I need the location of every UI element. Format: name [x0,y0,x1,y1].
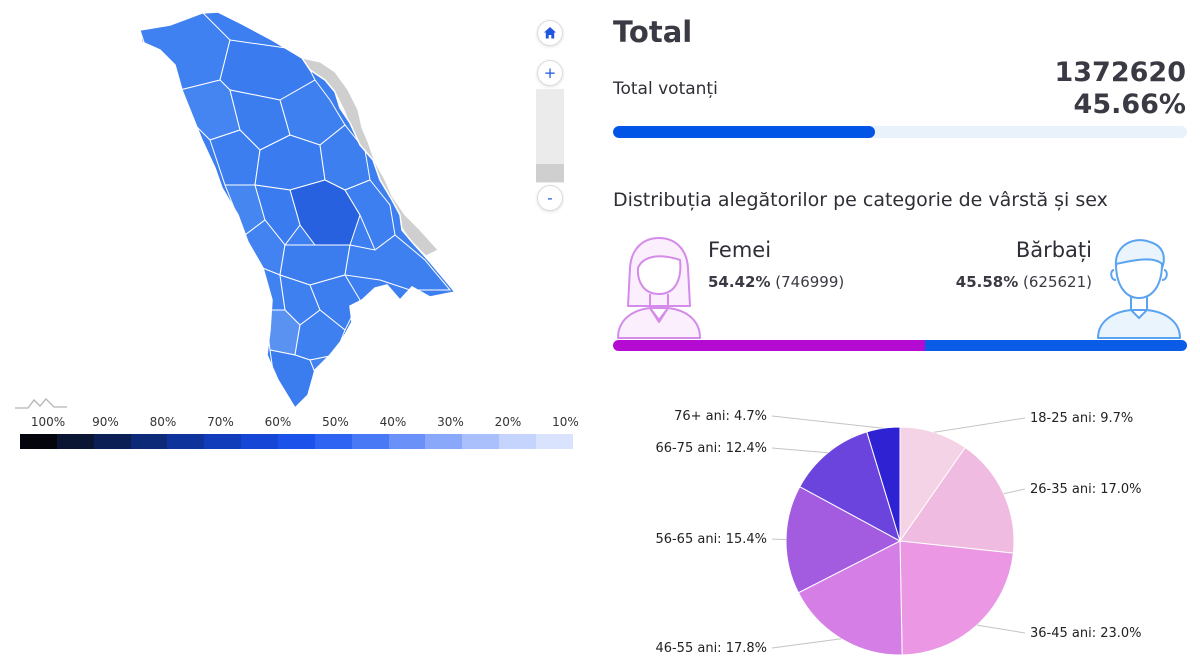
pie-data-label: 26-35 ani: 17.0% [1030,482,1142,497]
legend-label: 70% [207,415,234,429]
female-percent: 54.42% [708,273,771,291]
male-count: (625621) [1023,273,1092,291]
gender-split-female [613,340,926,351]
gender-split-bar [613,340,1187,351]
pie-slice[interactable] [797,540,903,656]
map-country-outline [139,11,457,410]
pie-data-label: 18-25 ani: 9.7% [1030,411,1133,426]
pie-data-label: 76+ ani: 4.7% [674,409,767,424]
total-voters-label: Total votanți [613,79,718,99]
legend-swatch [93,434,131,449]
legend-swatch [20,434,57,449]
legend-swatch [499,434,537,449]
pie-data-label: 56-65 ani: 15.4% [655,532,767,547]
legend-swatch [388,434,426,449]
legend-label: 20% [494,415,522,429]
legend-label: 80% [149,415,177,429]
pie-slice[interactable] [785,486,902,594]
female-count: (746999) [775,273,845,291]
legend-label: 60% [264,415,292,429]
legend-swatch [167,434,205,449]
pie-slice[interactable] [866,426,901,542]
pie-data-label: 46-55 ani: 17.8% [655,641,767,656]
map-legend-color-scale [20,434,573,449]
legend-swatch [462,434,500,449]
turnout-progress-fill [613,126,876,138]
pie-data-label: 36-45 ani: 23.0% [1030,626,1142,641]
legend-label: 10% [552,415,579,429]
legend-swatch [278,434,315,449]
map-region-capital[interactable] [289,179,361,246]
minus-icon: - [547,189,553,207]
legend-swatch [56,434,94,449]
male-label: Bărbați [1015,238,1092,262]
legend-label: 40% [379,415,407,429]
legend-swatch [536,434,573,449]
legend-label: 30% [437,415,464,429]
map-home-button[interactable] [537,20,563,46]
pie-leader-line [771,447,828,454]
male-percent: 45.58% [955,273,1019,291]
male-stat: 45.58% (625621) [956,273,1092,291]
legend-swatch [425,434,463,449]
total-title: Total [613,15,693,49]
pie-slice[interactable] [899,540,1014,656]
zoom-slider-handle[interactable] [536,164,564,182]
legend-swatch [351,434,389,449]
pie-leader-line [976,624,1026,634]
plus-icon: + [543,64,557,82]
pie-leader-line [1003,488,1026,495]
legend-swatch [241,434,279,449]
legend-label: 100% [30,415,66,429]
pie-leader-line [771,538,787,541]
pie-leader-line [771,638,842,649]
age-distribution-pie-chart: 18-25 ani: 9.7% 26-35 ani: 17.0% 36-45 ani… [655,409,1142,656]
map-region[interactable] [254,184,301,246]
female-label: Femei [708,238,772,262]
pie-slice[interactable] [899,446,1015,554]
moldova-turnout-map[interactable] [130,10,470,410]
zoom-in-button[interactable]: + [537,60,563,86]
male-avatar-icon [1097,239,1181,339]
legend-label: 90% [92,415,119,429]
chart-sparkline-icon [15,398,67,409]
zoom-out-button[interactable]: - [537,185,563,211]
pie-leader-line [771,415,884,429]
female-avatar-icon [617,237,701,339]
total-turnout-percent: 45.66% [1073,89,1186,120]
turnout-progress-bar [613,126,1187,138]
distribution-title: Distribuția alegătorilor pe categorie de… [613,189,1108,211]
total-voters-count: 1372620 [1054,57,1186,88]
female-stat: 54.42% (746999) [708,273,844,291]
legend-label: 50% [322,415,349,429]
map-legend-labels: 100% 90% 80% 70% 60% 50% 40% 30% 20% 10% [20,415,579,431]
pie-leader-line [934,417,1026,433]
pie-data-label: 66-75 ani: 12.4% [655,441,767,456]
map-region[interactable] [344,234,452,291]
legend-swatch [130,434,168,449]
home-icon [544,27,556,39]
gender-split-male [925,340,1187,351]
legend-swatch [314,434,352,449]
legend-swatch [204,434,242,449]
